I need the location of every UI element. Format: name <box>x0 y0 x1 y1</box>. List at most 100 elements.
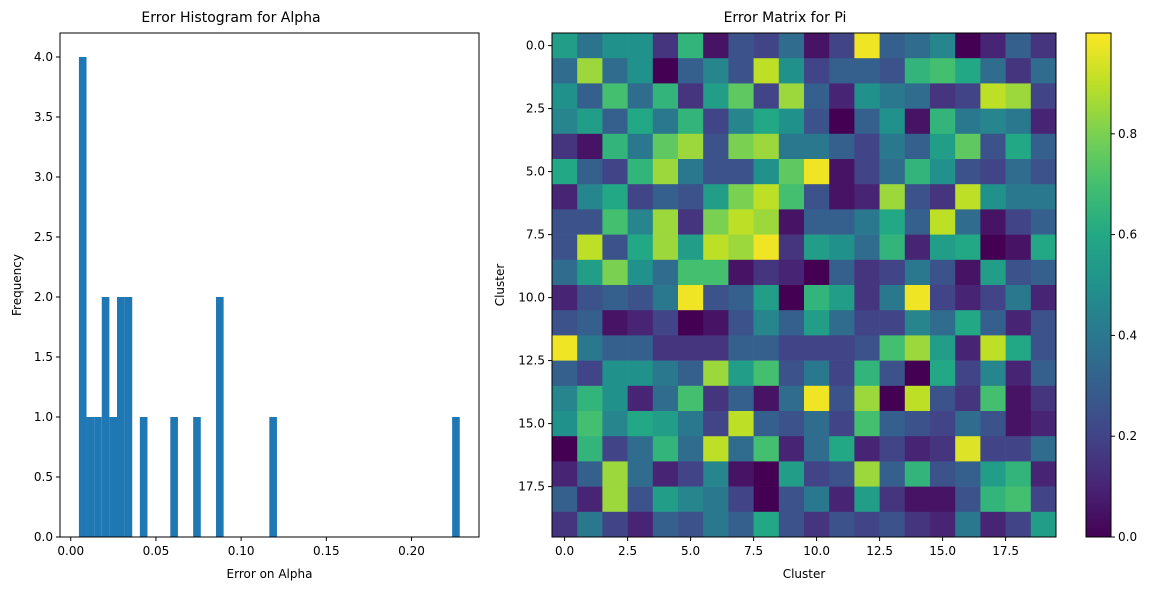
heatmap-cell <box>703 259 729 286</box>
heatmap-cell <box>552 209 578 235</box>
heatmap-cell <box>678 360 704 387</box>
heatmap-cell <box>980 335 1006 361</box>
heatmap-cell <box>980 184 1006 210</box>
heatmap-cell <box>577 385 603 412</box>
heatmap-cell <box>904 83 931 109</box>
heat-y-tick-label: 2.5 <box>526 102 545 116</box>
heatmap-cell <box>904 259 931 286</box>
heatmap-cell <box>980 436 1006 462</box>
heatmap-cell <box>602 310 628 336</box>
hist-x-tick-label: 0.10 <box>228 544 255 558</box>
heatmap-cell <box>778 209 805 235</box>
heat-y-tick-label: 0.0 <box>526 39 545 53</box>
heatmap-cell <box>829 385 855 412</box>
heat-x-ticks: 0.0 2.5 5.0 7.5 10.0 12.5 15.0 17.5 <box>555 537 1019 558</box>
heatmap-cell <box>778 461 805 487</box>
heatmap-cell <box>955 360 981 387</box>
heatmap-cell <box>930 159 956 185</box>
colorbar-tick-label: 0.0 <box>1118 530 1137 544</box>
heatmap-cell <box>1005 159 1032 185</box>
heatmap-cell <box>930 58 956 84</box>
heatmap-cell <box>602 436 628 462</box>
heatmap-cell <box>627 83 654 109</box>
heatmap-cell <box>577 184 603 210</box>
heatmap-cell <box>778 310 805 336</box>
colorbar-tick-label: 0.4 <box>1118 328 1137 342</box>
heatmap-cell <box>577 461 603 487</box>
hist-x-tick-label: 0.15 <box>313 544 340 558</box>
heatmap-cell <box>778 385 805 412</box>
heatmap-cell <box>930 511 956 538</box>
heatmap-cell <box>602 285 628 311</box>
heatmap-cell <box>753 259 780 286</box>
heatmap-cell <box>879 411 906 437</box>
heatmap-cell <box>804 310 830 336</box>
hist-bar <box>139 417 148 537</box>
heatmap-cell <box>552 159 578 185</box>
heatmap-cell <box>627 385 654 412</box>
heatmap-cell <box>703 310 729 336</box>
heatmap-cell <box>753 285 780 311</box>
heatmap-cell <box>854 83 880 109</box>
heatmap-cell <box>930 108 956 135</box>
heatmap-cell <box>955 436 981 462</box>
heatmap-cell <box>753 511 780 538</box>
heatmap-panel: Error Matrix for Pi 0.0 2.5 5.0 7.5 10.0 12.5… <box>493 10 1057 581</box>
heatmap-cell <box>829 285 855 311</box>
heatmap-cell <box>703 411 729 437</box>
heatmap-cell <box>652 385 679 412</box>
heatmap-cell <box>552 461 578 487</box>
heat-y-tick-label: 17.5 <box>518 480 545 494</box>
heatmap-cell <box>602 184 628 210</box>
heatmap-cell <box>552 335 578 361</box>
heatmap-cell <box>930 285 956 311</box>
heatmap-cell <box>930 436 956 462</box>
heatmap-cell <box>879 83 906 109</box>
heatmap-cell <box>728 83 754 109</box>
heatmap-cell <box>627 411 654 437</box>
heatmap-cell <box>602 385 628 412</box>
heatmap-cell <box>1030 33 1057 59</box>
heatmap-cell <box>980 360 1006 387</box>
hist-bar <box>193 417 201 537</box>
heatmap-cell <box>804 259 830 286</box>
heatmap-cell <box>753 234 780 261</box>
heat-y-tick-label: 5.0 <box>526 165 545 179</box>
heatmap-cell <box>930 461 956 487</box>
heatmap-cell <box>652 209 679 235</box>
heat-title: Error Matrix for Pi <box>724 10 847 26</box>
heatmap-cell <box>577 511 603 538</box>
heatmap-cell <box>829 159 855 185</box>
heat-y-tick-label: 10.0 <box>518 291 545 305</box>
heatmap-cell <box>1005 436 1032 462</box>
heatmap-cell <box>728 360 754 387</box>
heatmap-cell <box>552 285 578 311</box>
heatmap-cell <box>728 209 754 235</box>
heat-y-ticks: 0.0 2.5 5.0 7.5 10.0 12.5 15.0 17.5 <box>518 39 552 494</box>
heatmap-cell <box>627 461 654 487</box>
heatmap-cell <box>577 436 603 462</box>
heat-x-label: Cluster <box>783 567 826 581</box>
heatmap-cell <box>854 411 880 437</box>
heatmap-cell <box>980 285 1006 311</box>
heatmap-cell <box>728 285 754 311</box>
heatmap-cell <box>904 461 931 487</box>
heatmap-cell <box>678 511 704 538</box>
heatmap-cell <box>904 360 931 387</box>
heatmap-cell <box>904 108 931 135</box>
heatmap-cell <box>854 335 880 361</box>
heatmap-cell <box>804 209 830 235</box>
heatmap-cell <box>1005 184 1032 210</box>
heatmap-cell <box>577 411 603 437</box>
heatmap-cell <box>1030 209 1057 235</box>
heatmap-cell <box>879 285 906 311</box>
heatmap-cell <box>728 159 754 185</box>
heatmap-cell <box>1030 436 1057 462</box>
heatmap-cell <box>930 83 956 109</box>
heatmap-cell <box>829 83 855 109</box>
heatmap-cell <box>778 259 805 286</box>
histogram-panel: Error Histogram for Alpha 0.00 0.05 0.10 0.… <box>10 10 480 581</box>
heatmap-cell <box>955 108 981 135</box>
heatmap-cell <box>703 184 729 210</box>
heatmap-cell <box>955 259 981 286</box>
